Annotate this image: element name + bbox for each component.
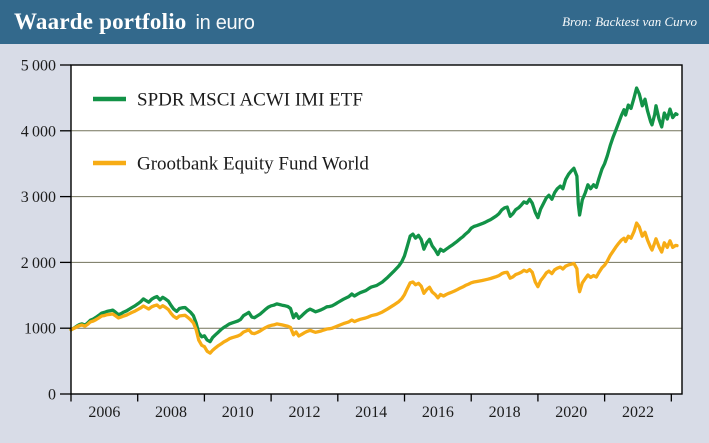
plot-background: [71, 65, 682, 394]
y-tick-label: 5 000: [21, 58, 56, 75]
y-tick-label: 1000: [24, 321, 56, 338]
legend-label-grootbank-fund: Grootbank Equity Fund World: [137, 154, 369, 175]
figure-title: Waarde portfolio: [14, 9, 187, 34]
y-tick-label: 4 000: [21, 123, 56, 140]
x-tick-label: 2018: [489, 404, 521, 421]
x-tick-label: 2020: [555, 404, 587, 421]
plot-border: [70, 64, 683, 395]
x-tick-label: 2008: [155, 404, 187, 421]
title-bar: Waarde portfolio in euro Bron: Backtest v…: [0, 0, 709, 44]
plot-layer: 0 1000 2 000 3 000 4 000 5 000 2006 2008 2010 201…: [21, 58, 683, 421]
y-tick-label: 0: [48, 387, 56, 404]
figure-subtitle: in euro: [195, 12, 255, 34]
page-title: Waarde portfolio in euro: [14, 9, 255, 35]
x-tick-label: 2010: [222, 404, 254, 421]
x-tick-label: 2006: [88, 404, 120, 421]
line-chart: 0 1000 2 000 3 000 4 000 5 000 2006 2008 2010 201…: [21, 58, 683, 421]
y-tick-label: 3 000: [21, 189, 56, 206]
x-tick-label: 2016: [422, 404, 454, 421]
x-tick-label: 2014: [355, 404, 387, 421]
y-tick-label: 2 000: [21, 255, 56, 272]
legend: SPDR MSCI ACWI IMI ETF Grootbank Equity …: [93, 90, 369, 175]
x-tick-label: 2022: [622, 404, 654, 421]
x-tick-label: 2012: [288, 404, 320, 421]
chart-area: 0 1000 2 000 3 000 4 000 5 000 2006 2008 2010 201…: [0, 44, 709, 443]
series-line-1: [69, 221, 679, 355]
series-line-0: [69, 86, 679, 344]
legend-label-spdr-etf: SPDR MSCI ACWI IMI ETF: [137, 90, 363, 111]
source-credit: Bron: Backtest van Curvo: [562, 14, 697, 29]
